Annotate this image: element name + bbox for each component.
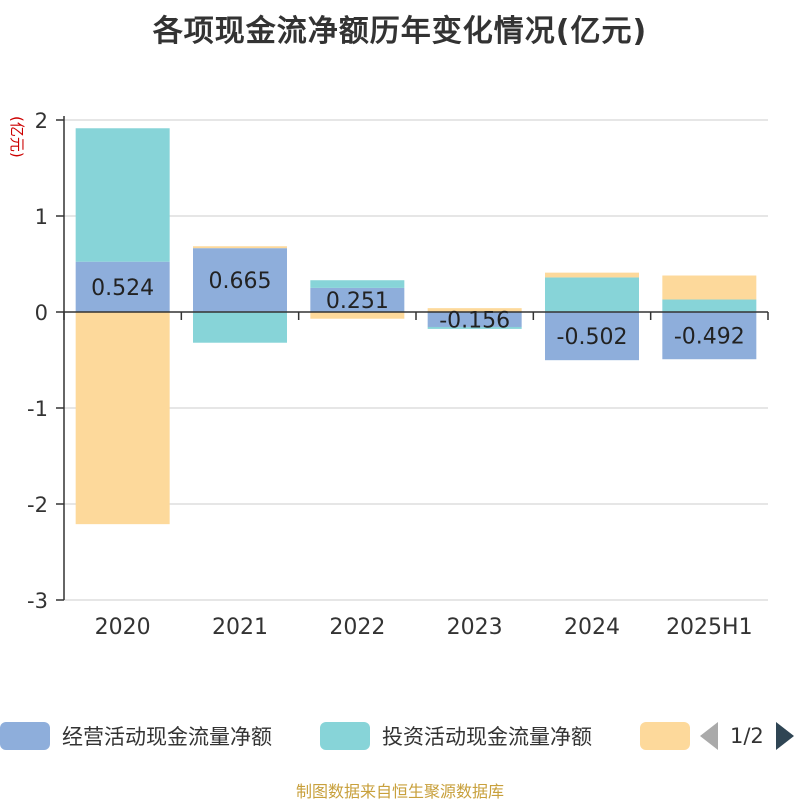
bar-financing-2022 (310, 312, 405, 319)
x-tick-label: 2025H1 (666, 615, 753, 640)
pager-text: 1/2 (730, 724, 764, 748)
legend-item-investing[interactable]: 投资活动现金流量净额 (320, 716, 592, 756)
bar-financing-2025H1 (662, 275, 757, 300)
bar-investing-2025H1 (662, 299, 757, 312)
pager-prev-icon[interactable] (700, 722, 718, 750)
bar-investing-2024 (545, 277, 639, 312)
bar-financing-2020 (75, 312, 170, 525)
legend-label-operating: 经营活动现金流量净额 (62, 725, 272, 749)
data-label-operating: -0.502 (557, 325, 628, 350)
x-tick-label: 2022 (329, 615, 385, 640)
x-tick-label: 2020 (95, 615, 151, 640)
bars (75, 128, 757, 525)
bar-operating-2020 (75, 261, 170, 312)
bar-operating-2025H1 (662, 312, 757, 360)
legend-swatch-investing (320, 722, 370, 750)
data-label-operating: -0.156 (439, 308, 510, 333)
pager-next-icon[interactable] (775, 722, 794, 750)
x-tick-label: 2024 (564, 615, 620, 640)
y-tick-label: 0 (35, 301, 48, 325)
legend-item-financing[interactable] (640, 716, 702, 756)
x-tick-label: 2023 (447, 615, 503, 640)
data-label-operating: 0.524 (91, 276, 154, 301)
bar-operating-2021 (193, 248, 287, 312)
legend-swatch-operating (0, 722, 50, 750)
y-tick-label: -1 (27, 397, 48, 421)
bar-investing-2022 (310, 280, 405, 288)
legend: 经营活动现金流量净额 投资活动现金流量净额 1/2 (0, 716, 800, 756)
bar-operating-2023 (427, 312, 522, 327)
source-note: 制图数据来自恒生聚源数据库 (295, 782, 504, 801)
axes: 2 1 0 -1 -2 -3 (亿元) 2020 2021 2022 2023 2024 2025H1 (8, 109, 769, 640)
legend-item-operating[interactable]: 经营活动现金流量净额 (0, 716, 272, 756)
data-label-operating: -0.492 (674, 325, 745, 350)
y-tick-label: -3 (27, 589, 48, 613)
legend-swatch-financing (640, 722, 690, 750)
data-label-operating: 0.665 (209, 269, 272, 294)
bar-financing-2023 (427, 308, 522, 312)
y-axis-label: (亿元) (8, 116, 26, 158)
y-tick-label: 1 (35, 205, 48, 229)
bar-investing-2021 (193, 312, 287, 343)
grid-lines (64, 119, 768, 601)
data-label-operating: 0.251 (326, 289, 389, 314)
bar-financing-2021 (193, 246, 287, 249)
legend-label-investing: 投资活动现金流量净额 (382, 725, 592, 749)
bar-investing-2020 (75, 128, 170, 262)
bar-investing-2023 (427, 326, 522, 329)
legend-pager: 1/2 (700, 716, 794, 756)
bar-financing-2024 (545, 272, 639, 278)
bar-operating-2022 (310, 287, 405, 312)
chart-canvas: 210-1-2-3(亿元)2020 2021 2022 2023 2024 2025H1 … (8, 109, 769, 640)
y-tick-label: 2 (35, 109, 48, 133)
x-tick-label: 2021 (212, 615, 268, 640)
data-labels: 0.524 0.665 0.251 -0.156 -0.502 -0.492 (91, 269, 745, 350)
y-tick-label: -2 (27, 493, 48, 517)
bar-operating-2024 (545, 312, 639, 361)
chart-title: 各项现金流净额历年变化情况(亿元) (152, 14, 648, 49)
